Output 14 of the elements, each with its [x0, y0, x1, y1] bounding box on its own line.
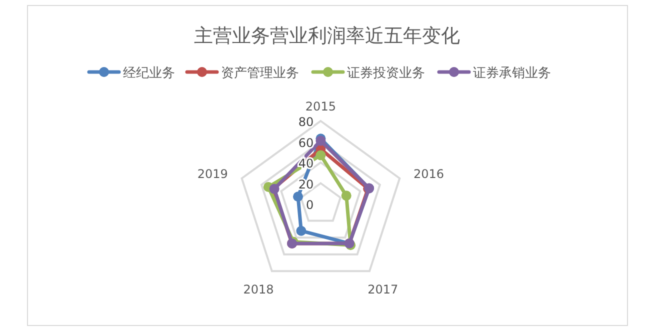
spoke-label: 2018	[243, 282, 274, 297]
spoke-label: 2019	[197, 166, 228, 181]
y-tick-label: 60	[298, 136, 314, 150]
spoke-label: 2015	[305, 99, 336, 114]
y-tick-label: 80	[298, 115, 314, 129]
legend-label: 证券投资业务	[347, 66, 425, 81]
y-tick-label: 40	[298, 156, 314, 170]
legend-label: 资产管理业务	[221, 66, 299, 81]
spoke-label: 2016	[413, 166, 444, 181]
legend-label: 证券承销业务	[473, 66, 551, 81]
spoke-label: 2017	[368, 282, 398, 297]
legend-label: 经纪业务	[123, 66, 175, 81]
y-tick-label: 0	[306, 198, 314, 212]
chart-title: 主营业务营业利润率近五年变化	[194, 25, 460, 47]
